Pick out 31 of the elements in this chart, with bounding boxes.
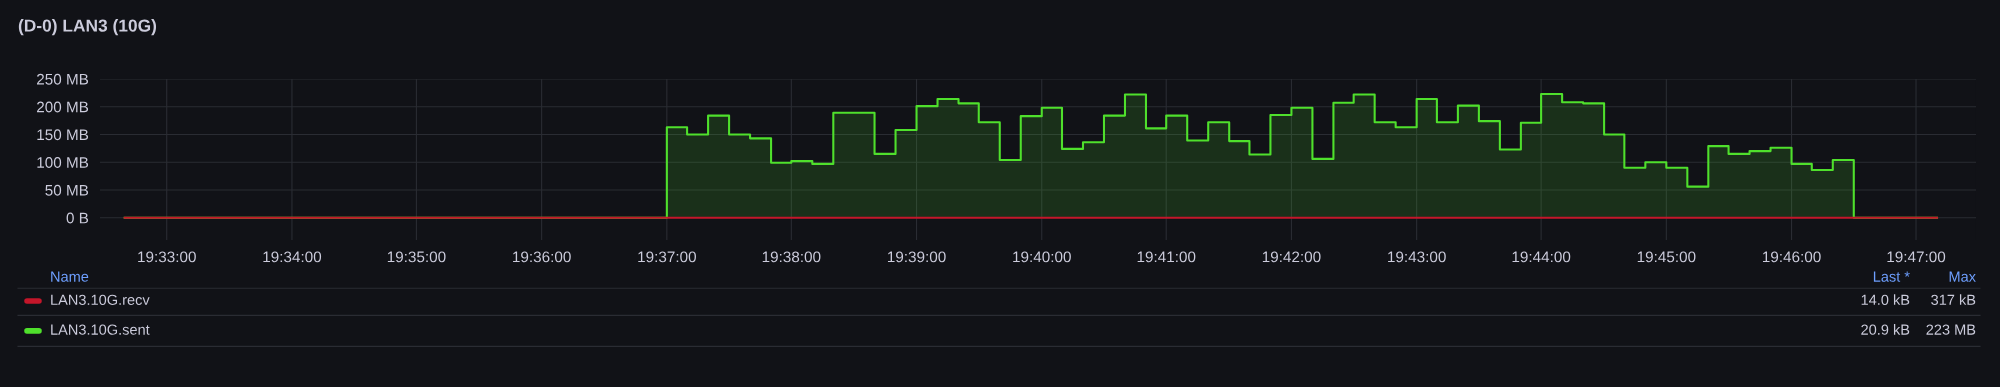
- x-tick-label: 19:35:00: [387, 251, 446, 263]
- y-tick-label: 0 B: [66, 212, 89, 224]
- x-tick-label: 19:41:00: [1137, 251, 1196, 263]
- text: Name: [51, 271, 89, 282]
- x-tick-label: 19:36:00: [513, 251, 571, 263]
- text: 14.0 kB: [1861, 294, 1910, 305]
- x-tick-label: 19:33:00: [138, 251, 196, 263]
- x-tick-label: 19:39:00: [887, 251, 946, 263]
- y-tick-label: 50 MB: [45, 184, 89, 196]
- x-tick-label: 19:45:00: [1637, 251, 1696, 263]
- chart-title: (D-0) LAN3 (10G): [18, 19, 157, 36]
- legend-label: LAN3.10G.sent: [51, 324, 150, 335]
- x-tick-label: 19:40:00: [1013, 251, 1071, 263]
- y-tick-label: 200 MB: [37, 101, 89, 113]
- text: Last *: [1873, 271, 1910, 282]
- text: 223 MB: [1926, 324, 1976, 335]
- y-tick-label: 100 MB: [37, 157, 89, 168]
- text: 20.9 kB: [1861, 324, 1910, 335]
- legend-label: LAN3.10G.recv: [51, 294, 150, 305]
- text: Max: [1949, 271, 1976, 282]
- x-tick-label: 19:47:00: [1887, 251, 1946, 263]
- x-tick-label: 19:46:00: [1762, 251, 1821, 263]
- x-tick-label: 19:37:00: [638, 251, 696, 263]
- x-tick-label: 19:34:00: [263, 251, 322, 263]
- x-tick-label: 19:44:00: [1512, 251, 1571, 263]
- x-tick-label: 19:38:00: [762, 251, 821, 263]
- y-tick-label: 150 MB: [37, 129, 89, 141]
- x-tick-label: 19:42:00: [1262, 251, 1321, 263]
- text: 317 kB: [1931, 294, 1976, 305]
- y-tick-label: 250 MB: [37, 73, 89, 85]
- x-tick-label: 19:43:00: [1388, 251, 1446, 263]
